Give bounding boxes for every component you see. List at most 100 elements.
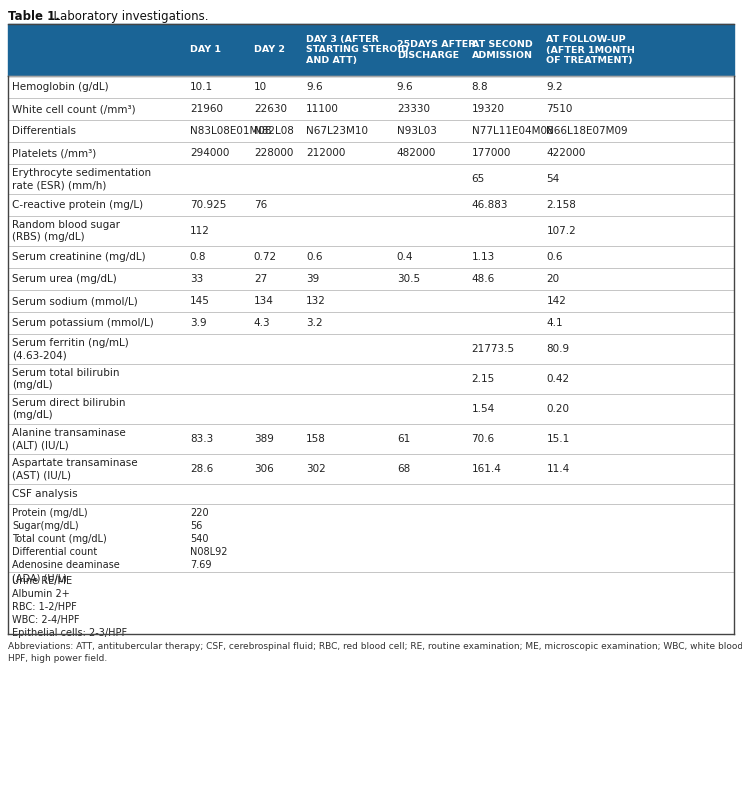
Text: Differentials: Differentials	[12, 126, 76, 136]
Bar	[8, 312, 734, 334]
Text: N93L03: N93L03	[397, 126, 436, 136]
Text: 65: 65	[472, 174, 485, 184]
Text: Serum potassium (mmol/L): Serum potassium (mmol/L)	[12, 318, 154, 328]
Text: 0.42: 0.42	[546, 374, 569, 384]
Text: Serum direct bilirubin
(mg/dL): Serum direct bilirubin (mg/dL)	[12, 398, 125, 420]
Text: 0.6: 0.6	[546, 252, 563, 262]
Text: 220
56
540
N08L92
7.69: 220 56 540 N08L92 7.69	[190, 508, 227, 583]
Text: 2.15: 2.15	[472, 374, 495, 384]
Text: Abbreviations: ATT, antitubercular therapy; CSF, cerebrospinal fluid; RBC, red b: Abbreviations: ATT, antitubercular thera…	[8, 642, 742, 663]
Text: Alanine transaminase
(ALT) (IU/L): Alanine transaminase (ALT) (IU/L)	[12, 428, 125, 450]
Text: 145: 145	[190, 296, 210, 306]
Text: Platelets (/mm³): Platelets (/mm³)	[12, 148, 96, 158]
Bar	[8, 98, 734, 120]
Text: 294000: 294000	[190, 148, 229, 158]
Text: 83.3: 83.3	[190, 434, 213, 444]
Text: Serum urea (mg/dL): Serum urea (mg/dL)	[12, 274, 116, 284]
Text: N66L18E07M09: N66L18E07M09	[546, 126, 628, 136]
Text: N83L08E01M08: N83L08E01M08	[190, 126, 272, 136]
Text: DAY 3 (AFTER
STARTING STEROID
AND ATT): DAY 3 (AFTER STARTING STEROID AND ATT)	[306, 35, 409, 65]
Text: 107.2: 107.2	[546, 226, 576, 236]
Text: 4.3: 4.3	[254, 318, 270, 328]
Bar	[8, 504, 734, 572]
Bar	[8, 120, 734, 142]
Text: 39: 39	[306, 274, 319, 284]
Text: 70.925: 70.925	[190, 200, 226, 210]
Bar	[8, 364, 734, 394]
Text: N67L23M10: N67L23M10	[306, 126, 368, 136]
Text: 4.1: 4.1	[546, 318, 563, 328]
Text: 9.6: 9.6	[397, 82, 413, 92]
Text: Urine RE/ME
Albumin 2+
RBC: 1-2/HPF
WBC: 2-4/HPF
Epithelial cells: 2-3/HPF: Urine RE/ME Albumin 2+ RBC: 1-2/HPF WBC:…	[12, 576, 127, 638]
Text: CSF analysis: CSF analysis	[12, 489, 78, 499]
Text: 27: 27	[254, 274, 267, 284]
Text: Serum sodium (mmol/L): Serum sodium (mmol/L)	[12, 296, 138, 306]
Text: Aspartate transaminase
(AST) (IU/L): Aspartate transaminase (AST) (IU/L)	[12, 458, 137, 480]
Text: 8.8: 8.8	[472, 82, 488, 92]
Text: 54: 54	[546, 174, 559, 184]
Bar	[8, 24, 734, 76]
Text: 76: 76	[254, 200, 267, 210]
Bar	[8, 246, 734, 268]
Text: N77L11E04M08: N77L11E04M08	[472, 126, 554, 136]
Text: 228000: 228000	[254, 148, 293, 158]
Text: 48.6: 48.6	[472, 274, 495, 284]
Text: 132: 132	[306, 296, 326, 306]
Bar	[8, 484, 734, 504]
Bar	[8, 194, 734, 216]
Text: 134: 134	[254, 296, 274, 306]
Text: 0.6: 0.6	[306, 252, 323, 262]
Text: 20: 20	[546, 274, 559, 284]
Text: 161.4: 161.4	[472, 464, 502, 474]
Bar	[8, 454, 734, 484]
Text: C-reactive protein (mg/L): C-reactive protein (mg/L)	[12, 200, 143, 210]
Text: 28.6: 28.6	[190, 464, 213, 474]
Bar	[8, 164, 734, 194]
Text: 9.2: 9.2	[546, 82, 563, 92]
Text: Hemoglobin (g/dL): Hemoglobin (g/dL)	[12, 82, 108, 92]
Bar	[8, 216, 734, 246]
Text: 10.1: 10.1	[190, 82, 213, 92]
Text: 0.4: 0.4	[397, 252, 413, 262]
Text: 70.6: 70.6	[472, 434, 495, 444]
Text: 142: 142	[546, 296, 566, 306]
Text: 10: 10	[254, 82, 267, 92]
Text: 389: 389	[254, 434, 274, 444]
Text: 15.1: 15.1	[546, 434, 570, 444]
Text: Table 1.: Table 1.	[8, 10, 60, 23]
Text: 30.5: 30.5	[397, 274, 420, 284]
Text: 11.4: 11.4	[546, 464, 570, 474]
Text: 212000: 212000	[306, 148, 346, 158]
Text: 23330: 23330	[397, 104, 430, 114]
Text: 0.72: 0.72	[254, 252, 277, 262]
Text: 19320: 19320	[472, 104, 505, 114]
Bar	[8, 290, 734, 312]
Text: 22630: 22630	[254, 104, 286, 114]
Text: 1.54: 1.54	[472, 404, 495, 414]
Text: Serum ferritin (ng/mL)
(4.63-204): Serum ferritin (ng/mL) (4.63-204)	[12, 338, 129, 360]
Text: 46.883: 46.883	[472, 200, 508, 210]
Text: 9.6: 9.6	[306, 82, 323, 92]
Text: 80.9: 80.9	[546, 344, 569, 354]
Text: 25DAYS AFTER
DISCHARGE: 25DAYS AFTER DISCHARGE	[397, 40, 476, 60]
Text: N82L08: N82L08	[254, 126, 294, 136]
Bar	[8, 394, 734, 424]
Text: 3.2: 3.2	[306, 318, 323, 328]
Text: Random blood sugar
(RBS) (mg/dL): Random blood sugar (RBS) (mg/dL)	[12, 220, 120, 242]
Text: 7510: 7510	[546, 104, 573, 114]
Bar	[8, 142, 734, 164]
Text: Serum total bilirubin
(mg/dL): Serum total bilirubin (mg/dL)	[12, 368, 119, 390]
Bar	[8, 268, 734, 290]
Text: White cell count (/mm³): White cell count (/mm³)	[12, 104, 136, 114]
Text: 158: 158	[306, 434, 326, 444]
Text: 112: 112	[190, 226, 210, 236]
Text: Protein (mg/dL)
Sugar(mg/dL)
Total count (mg/dL)
Differential count
Adenosine de: Protein (mg/dL) Sugar(mg/dL) Total count…	[12, 508, 119, 583]
Bar	[8, 572, 734, 634]
Text: 302: 302	[306, 464, 326, 474]
Text: Serum creatinine (mg/dL): Serum creatinine (mg/dL)	[12, 252, 145, 262]
Text: 33: 33	[190, 274, 203, 284]
Text: 0.8: 0.8	[190, 252, 206, 262]
Text: AT FOLLOW-UP
(AFTER 1MONTH
OF TREATMENT): AT FOLLOW-UP (AFTER 1MONTH OF TREATMENT)	[546, 35, 635, 65]
Bar	[8, 334, 734, 364]
Text: AT SECOND
ADMISSION: AT SECOND ADMISSION	[472, 40, 533, 60]
